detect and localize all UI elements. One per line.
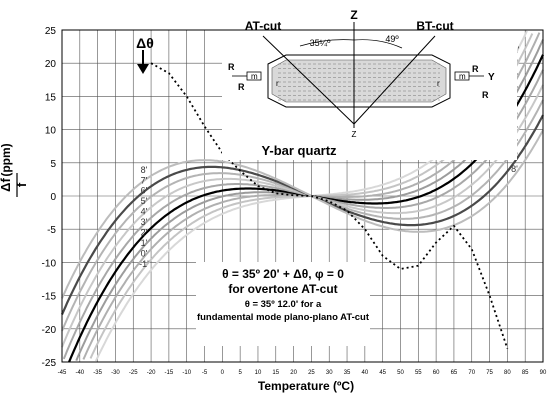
curve-label-left: 6' [141, 186, 148, 196]
y-tick-label: 15 [45, 92, 57, 103]
x-tick-label: 5 [238, 370, 242, 376]
x-tick-label: 10 [255, 370, 262, 376]
x-tick-label: 25 [308, 370, 315, 376]
plot-frame [61, 29, 544, 363]
x-tick-label: 55 [415, 370, 422, 376]
inset-y-bar-quartz: AT-cut Z BT-cut 35¼º 49º R R r m m r R R… [222, 8, 517, 160]
y-tick-label: 5 [50, 159, 56, 170]
x-tick-label: 70 [468, 370, 475, 376]
r-small-right: r [437, 79, 440, 88]
y-tick-label: -25 [42, 358, 57, 369]
x-tick-label: 15 [272, 370, 279, 376]
y-label-df: Δf [0, 178, 13, 192]
x-tick-label: -30 [111, 370, 120, 376]
curve-label-right: 8' [511, 164, 518, 174]
y-tick-label: 20 [45, 59, 57, 70]
x-tick-label: 65 [451, 370, 458, 376]
x-tick-label: -5 [202, 370, 208, 376]
r-left-bottom: R [238, 82, 245, 92]
x-tick-label: 40 [362, 370, 369, 376]
equation-line-4: fundamental mode plano-plano AT-cut [197, 312, 370, 323]
curve-label-left: -1' [139, 259, 149, 269]
r-small-left: r [276, 79, 279, 88]
r-right-bottom: R [482, 90, 489, 100]
crystal-hatch [278, 63, 440, 101]
y-tick-label: -15 [42, 292, 57, 303]
x-tick-label: 0 [221, 370, 225, 376]
x-tick-label: -45 [58, 370, 67, 376]
x-tick-label: 60 [433, 370, 440, 376]
x-tick-label: -20 [147, 370, 156, 376]
x-tick-labels: -45 -40 -35 -30 -25 -20 -15 -10 -5 0 5 10 15 20 25 30 35… [58, 370, 547, 376]
turnover-dotted-line [150, 62, 509, 349]
x-tick-label: -25 [129, 370, 138, 376]
r-left-top: R [228, 62, 235, 72]
y-tick-label: -5 [47, 225, 56, 236]
r-right-top: R [472, 64, 479, 74]
x-tick-label: 50 [397, 370, 404, 376]
y-tick-label: 10 [45, 126, 57, 137]
curve-label-left: 5' [141, 196, 148, 206]
equation-line-2: for overtone AT-cut [228, 282, 337, 296]
y-tick-labels: 25 20 15 10 5 0 -5 -10 -15 -20 -25 [42, 26, 57, 369]
curve-label-left: 7' [141, 175, 148, 185]
equation-line-1: θ = 35º 20' + Δθ, φ = 0 [222, 267, 344, 281]
x-axis-label: Temperature (ºC) [258, 379, 354, 393]
x-tick-label: 80 [504, 370, 511, 376]
x-tick-label: -15 [165, 370, 174, 376]
at-cut-label: AT-cut [245, 19, 281, 33]
curve-label-left: 8' [141, 165, 148, 175]
x-tick-label: -40 [75, 370, 84, 376]
bt-cut-label: BT-cut [416, 19, 453, 33]
y-label-unit: (ppm) [0, 143, 13, 176]
series-line-8p [61, 129, 544, 299]
equation-box-bg [196, 262, 370, 346]
y-tick-label: -10 [42, 258, 57, 269]
y-tick-label: 25 [45, 26, 57, 37]
y-axis-inset-label: Y [488, 72, 495, 83]
x-tick-label: -35 [93, 370, 102, 376]
delta-theta-label: Δθ [136, 35, 154, 51]
bt-angle-label: 49º [385, 34, 399, 44]
curve-label-left: 4' [141, 207, 148, 217]
x-tick-label: 45 [379, 370, 386, 376]
y-tick-label: -20 [42, 325, 57, 336]
curve-label-left: 2' [141, 228, 148, 238]
m-right: m [459, 72, 466, 81]
x-tick-label: -10 [182, 370, 191, 376]
z-bottom-label: Z [352, 130, 357, 139]
curve-label-left: 0' [141, 248, 148, 258]
z-top-label: Z [350, 8, 357, 22]
series-lines [60, 30, 544, 363]
x-tick-label: 85 [522, 370, 529, 376]
y-label-f: f [14, 182, 29, 187]
at-angle-label: 35¼º [310, 38, 332, 48]
x-tick-label: 90 [540, 370, 547, 376]
y-tick-label: 0 [50, 192, 56, 203]
x-tick-label: 35 [344, 370, 351, 376]
arrow-down-icon [137, 64, 149, 74]
equation-line-3: θ = 35º 12.0' for a [245, 299, 322, 310]
inset-title: Y-bar quartz [261, 143, 337, 158]
turnover-locus [150, 62, 509, 349]
x-tick-label: 30 [326, 370, 333, 376]
x-tick-label: 20 [290, 370, 297, 376]
x-tick-label: 75 [486, 370, 493, 376]
curve-label-left: 3' [141, 217, 148, 227]
m-left: m [251, 72, 258, 81]
curve-label-left: 1' [141, 238, 148, 248]
y-axis-label: Δf f (ppm) [0, 143, 29, 197]
